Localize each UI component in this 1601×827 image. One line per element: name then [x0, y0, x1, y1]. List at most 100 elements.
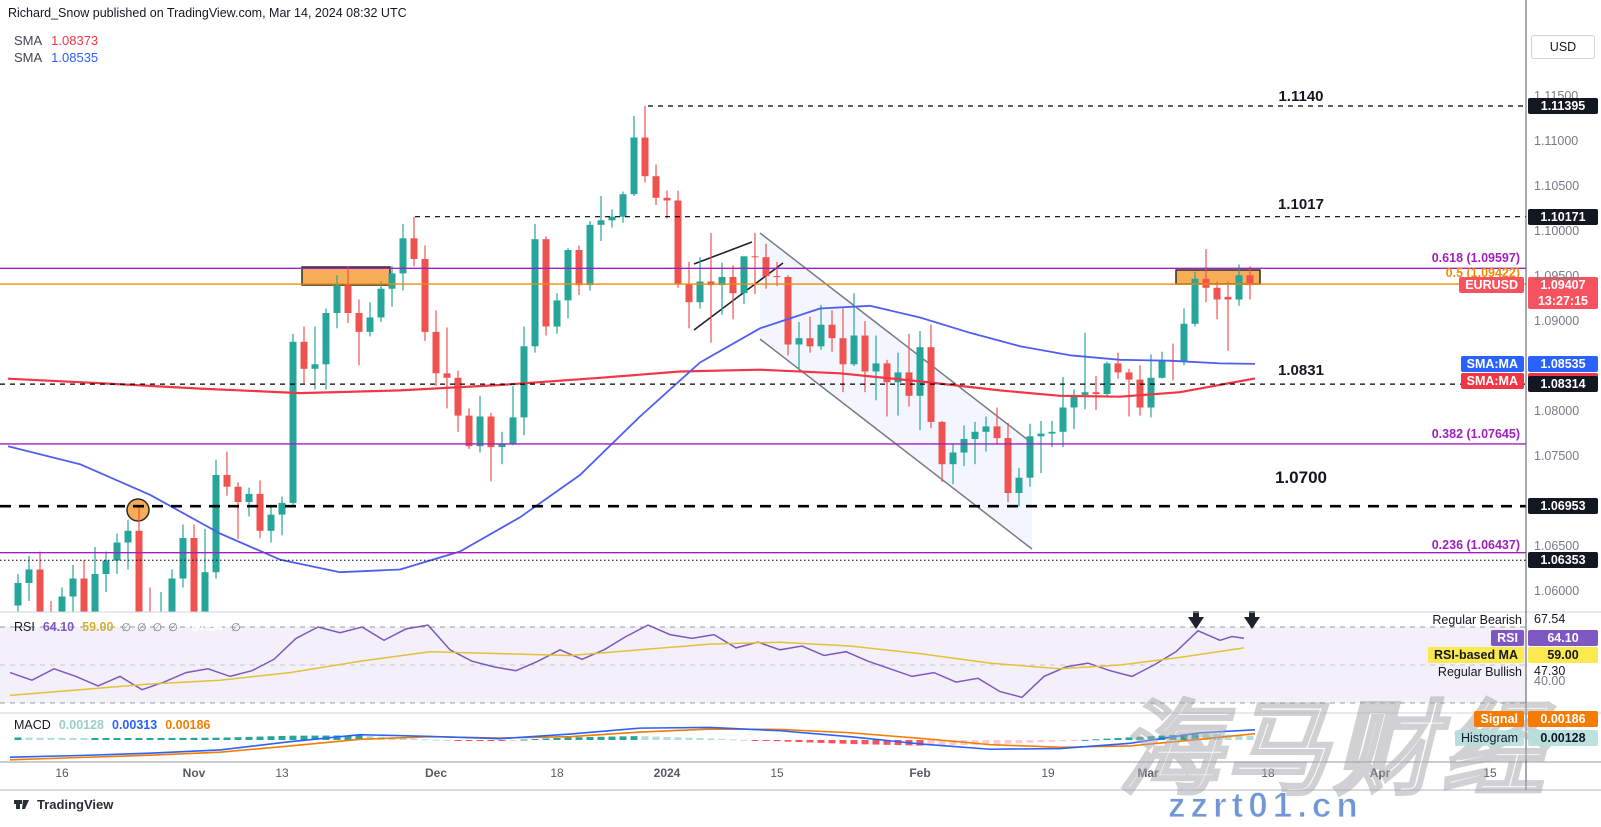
candle-02-14[interactable] — [1015, 467, 1023, 507]
candle-03-04[interactable] — [1158, 351, 1166, 379]
candle-10-20[interactable] — [102, 551, 110, 593]
candle-11-29[interactable] — [410, 216, 418, 267]
time-label-13[interactable]: 13 — [275, 766, 289, 780]
candle-02-23[interactable] — [1092, 376, 1100, 411]
candle-10-16[interactable] — [58, 587, 66, 651]
candle-11-21[interactable] — [344, 266, 352, 323]
candle-11-22[interactable] — [355, 299, 363, 366]
candle-02-26[interactable] — [1103, 361, 1111, 396]
candle-12-11[interactable] — [498, 431, 506, 465]
time-label-15[interactable]: 15 — [1483, 766, 1497, 780]
candle-02-06[interactable] — [949, 443, 957, 485]
candle-03-12[interactable] — [1224, 281, 1232, 351]
candle-01-12[interactable] — [762, 243, 770, 289]
candle-03-14[interactable] — [1246, 266, 1254, 300]
sma-legend-row-slow[interactable]: SMA 1.08535 — [14, 50, 98, 65]
candle-01-15[interactable] — [773, 261, 781, 286]
candle-11-13[interactable] — [278, 496, 286, 536]
price-tick-1.10000[interactable]: 1.10000 — [1534, 224, 1580, 238]
time-label-18[interactable]: 18 — [550, 766, 564, 780]
candle-01-01[interactable] — [663, 190, 671, 219]
candle-02-16[interactable] — [1037, 421, 1045, 474]
time-label-Feb[interactable]: Feb — [909, 766, 931, 780]
price-tick-1.06500[interactable]: 1.06500 — [1534, 539, 1580, 553]
candle-12-26[interactable] — [619, 191, 627, 224]
rsi-legend[interactable]: RSI 64.10 59.00 ∅ ∅ ∅ ∅ 67.54 ∅ — [14, 620, 241, 634]
candle-12-14[interactable] — [531, 223, 539, 353]
candle-11-07[interactable] — [234, 482, 242, 539]
price-tick-1.11000[interactable]: 1.11000 — [1534, 134, 1579, 148]
candle-10-10[interactable] — [14, 574, 22, 615]
candle-02-22[interactable] — [1081, 332, 1089, 410]
candle-11-09[interactable] — [256, 480, 264, 538]
rsi-pane[interactable] — [0, 624, 1526, 704]
time-label-Apr[interactable]: Apr — [1369, 766, 1391, 780]
time-label-2024[interactable]: 2024 — [653, 766, 681, 780]
main-pane[interactable] — [7, 106, 1261, 660]
eye-off-icon[interactable]: ∅ — [121, 622, 131, 634]
candle-01-31[interactable] — [905, 333, 913, 407]
candle-01-09[interactable] — [729, 265, 737, 320]
candle-10-18[interactable] — [80, 560, 88, 629]
candle-12-28[interactable] — [641, 106, 649, 183]
candle-12-04[interactable] — [443, 327, 451, 409]
candle-01-05[interactable] — [707, 232, 715, 343]
candle-12-05[interactable] — [454, 370, 462, 432]
candle-02-08[interactable] — [971, 421, 979, 465]
candle-01-26[interactable] — [872, 335, 880, 401]
candle-11-27[interactable] — [388, 266, 396, 307]
price-tick-1.10500[interactable]: 1.10500 — [1534, 179, 1580, 193]
candle-03-06[interactable] — [1180, 308, 1188, 366]
price-tick-1.08000[interactable]: 1.08000 — [1534, 404, 1580, 418]
candle-12-15[interactable] — [542, 236, 550, 336]
candle-10-30[interactable] — [168, 569, 176, 633]
price-tick-1.09500[interactable]: 1.09500 — [1534, 269, 1580, 283]
candle-10-25[interactable] — [135, 506, 143, 633]
candle-12-12[interactable] — [509, 385, 517, 446]
candle-01-23[interactable] — [839, 308, 847, 393]
candle-03-07[interactable] — [1191, 271, 1199, 327]
price-tick-1.07500[interactable]: 1.07500 — [1534, 449, 1580, 463]
candle-12-19[interactable] — [564, 248, 572, 319]
currency-usd-button[interactable]: USD — [1531, 35, 1595, 59]
candle-02-28[interactable] — [1125, 368, 1133, 417]
candle-02-05[interactable] — [938, 421, 946, 483]
macd-pane[interactable] — [9, 726, 1256, 761]
candle-11-17[interactable] — [322, 308, 330, 390]
candle-12-06[interactable] — [465, 408, 473, 449]
candle-12-27[interactable] — [630, 115, 638, 196]
candle-11-30[interactable] — [421, 245, 429, 341]
candle-10-13[interactable] — [48, 601, 55, 655]
candle-11-28[interactable] — [399, 223, 407, 291]
candle-11-24[interactable] — [377, 281, 385, 323]
time-label-18[interactable]: 18 — [1261, 766, 1275, 780]
eye-off-icon[interactable]: ∅ — [137, 622, 147, 634]
candle-10-27[interactable] — [158, 592, 165, 646]
candle-11-01[interactable] — [190, 524, 198, 642]
candle-10-26[interactable] — [147, 587, 154, 660]
candle-01-02[interactable] — [674, 190, 682, 288]
candle-12-08[interactable] — [487, 412, 495, 482]
candle-01-08[interactable] — [718, 262, 726, 315]
candle-10-19[interactable] — [91, 547, 99, 624]
candle-02-02[interactable] — [927, 324, 935, 429]
candle-10-24[interactable] — [124, 520, 132, 570]
price-tick-1.09000[interactable]: 1.09000 — [1534, 314, 1580, 328]
candle-11-03[interactable] — [212, 459, 220, 579]
candle-10-12[interactable] — [36, 551, 44, 633]
sma-legend-row-fast[interactable]: SMA 1.08373 — [14, 33, 98, 48]
candle-01-24[interactable] — [850, 293, 858, 367]
candle-01-17[interactable] — [795, 322, 803, 372]
candle-02-13[interactable] — [1004, 422, 1012, 502]
candle-10-23[interactable] — [113, 533, 121, 575]
candle-12-18[interactable] — [553, 293, 561, 334]
time-label-19[interactable]: 19 — [1041, 766, 1055, 780]
time-label-Mar[interactable]: Mar — [1137, 766, 1159, 780]
candle-11-16[interactable] — [311, 326, 319, 390]
candle-12-21[interactable] — [586, 221, 594, 291]
candle-12-25[interactable] — [608, 209, 616, 228]
candle-11-06[interactable] — [223, 451, 231, 496]
candle-02-09[interactable] — [982, 416, 990, 452]
candle-02-29[interactable] — [1136, 365, 1144, 416]
